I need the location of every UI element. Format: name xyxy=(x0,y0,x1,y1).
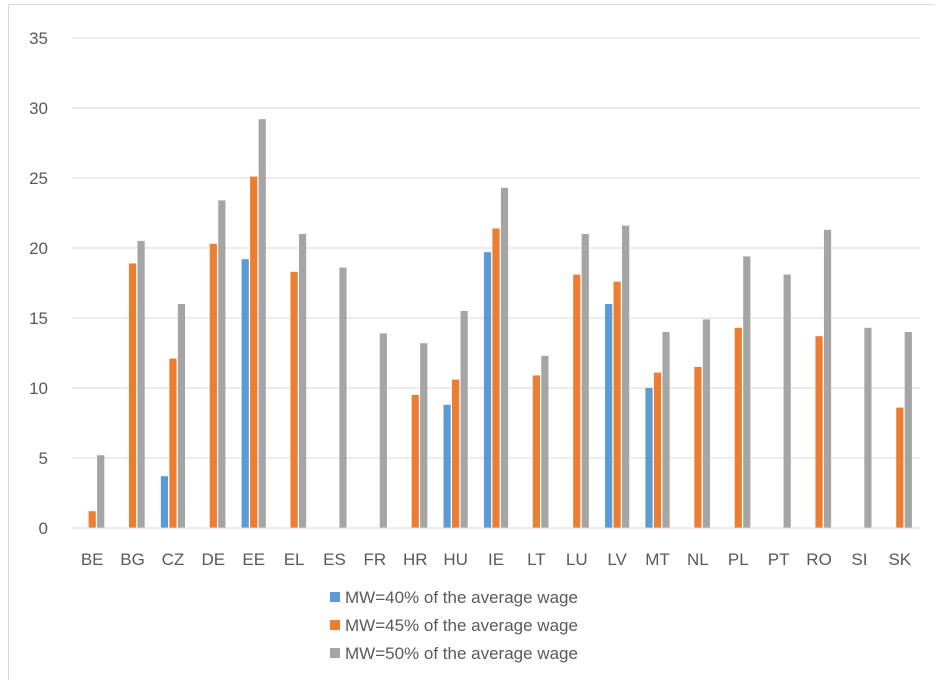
bar-mt-series-1 xyxy=(645,388,653,528)
bar-ee-series-3 xyxy=(258,119,266,528)
bar-cz-series-3 xyxy=(177,304,186,528)
bar-sk-series-3 xyxy=(904,332,912,528)
x-tick-label: SK xyxy=(888,550,911,569)
bar-ro-series-3 xyxy=(823,229,832,529)
x-tick-label: NL xyxy=(687,550,709,569)
bar-ee-series-2 xyxy=(250,176,258,528)
x-axis: BE BG CZ DE EE EL ES FR HR HU IE LT LU LV MT NL PL PT RO SI… xyxy=(72,527,920,569)
bar-pl-series-2 xyxy=(734,327,742,528)
bar-mt-series-2 xyxy=(653,372,662,528)
legend-swatch xyxy=(330,592,340,602)
x-tick-label: LT xyxy=(527,550,546,569)
x-tick-label: BE xyxy=(81,550,104,569)
bar-lv-series-2 xyxy=(613,281,621,528)
bar-de-series-2 xyxy=(209,243,217,529)
bar-el-series-2 xyxy=(290,271,298,528)
bar-bg-series-2 xyxy=(128,263,137,528)
bar-bg-series-3 xyxy=(137,241,145,528)
legend-label: MW=50% of the average wage xyxy=(345,644,578,663)
bar-es-series-3 xyxy=(339,267,347,528)
x-tick-label: HU xyxy=(443,550,468,569)
x-tick-label: DE xyxy=(202,550,226,569)
bar-de-series-3 xyxy=(218,200,226,528)
legend-swatch xyxy=(330,620,340,630)
bar-lu-series-3 xyxy=(581,234,589,528)
y-tick-label: 30 xyxy=(29,99,48,118)
bar-lv-series-1 xyxy=(605,304,613,528)
x-tick-label: PL xyxy=(728,550,749,569)
bar-pl-series-3 xyxy=(743,256,751,528)
bar-ie-series-1 xyxy=(483,252,492,528)
x-tick-label: SI xyxy=(851,550,867,569)
y-tick-label: 20 xyxy=(29,239,48,258)
bar-el-series-3 xyxy=(298,234,307,528)
bar-hr-series-2 xyxy=(411,395,419,528)
bar-hr-series-3 xyxy=(420,343,428,528)
y-tick-label: 5 xyxy=(39,449,48,468)
legend-swatch xyxy=(330,648,340,658)
x-tick-label: MT xyxy=(645,550,670,569)
bar-mt-series-3 xyxy=(662,332,670,528)
bar-nl-series-3 xyxy=(702,319,711,528)
x-tick-label: IE xyxy=(488,550,504,569)
bar-si-series-3 xyxy=(864,327,872,528)
legend-label: MW=45% of the average wage xyxy=(345,616,578,635)
bar-be-series-2 xyxy=(88,511,96,528)
bars xyxy=(88,119,912,529)
bar-lt-series-2 xyxy=(532,375,540,528)
y-tick-label: 25 xyxy=(29,169,48,188)
x-tick-label: RO xyxy=(806,550,832,569)
bar-ie-series-2 xyxy=(492,228,500,528)
x-tick-label: LV xyxy=(607,550,627,569)
bar-ro-series-2 xyxy=(815,336,823,528)
bar-hu-series-2 xyxy=(452,379,460,528)
x-tick-label: EE xyxy=(242,550,265,569)
y-tick-label: 0 xyxy=(39,519,48,538)
x-tick-label: BG xyxy=(120,550,145,569)
bar-hu-series-1 xyxy=(443,404,451,528)
x-tick-label: CZ xyxy=(162,550,185,569)
bar-lt-series-3 xyxy=(541,355,549,528)
bar-cz-series-2 xyxy=(169,358,177,528)
bar-fr-series-3 xyxy=(379,333,387,528)
x-tick-label: ES xyxy=(323,550,346,569)
bar-be-series-3 xyxy=(97,455,105,528)
y-tick-label: 15 xyxy=(29,309,48,328)
bar-lu-series-2 xyxy=(573,274,581,528)
x-tick-label: EL xyxy=(284,550,305,569)
bar-ee-series-1 xyxy=(241,259,249,528)
x-tick-label: HR xyxy=(403,550,428,569)
bar-lv-series-3 xyxy=(622,225,630,528)
bar-pt-series-3 xyxy=(783,274,791,528)
bar-ie-series-3 xyxy=(500,187,509,529)
chart-frame xyxy=(8,4,934,680)
x-tick-label: LU xyxy=(566,550,588,569)
y-axis: 0 5 10 15 20 25 30 35 xyxy=(29,29,48,538)
bar-cz-series-1 xyxy=(160,476,169,528)
bar-nl-series-2 xyxy=(694,367,702,528)
legend-label: MW=40% of the average wage xyxy=(345,588,578,607)
y-tick-label: 35 xyxy=(29,29,48,48)
y-tick-label: 10 xyxy=(29,379,48,398)
bar-sk-series-2 xyxy=(896,407,904,528)
x-tick-label: FR xyxy=(364,550,387,569)
bar-hu-series-3 xyxy=(460,311,468,528)
legend: MW=40% of the average wage MW=45% of the … xyxy=(330,588,578,663)
x-tick-label: PT xyxy=(768,550,790,569)
